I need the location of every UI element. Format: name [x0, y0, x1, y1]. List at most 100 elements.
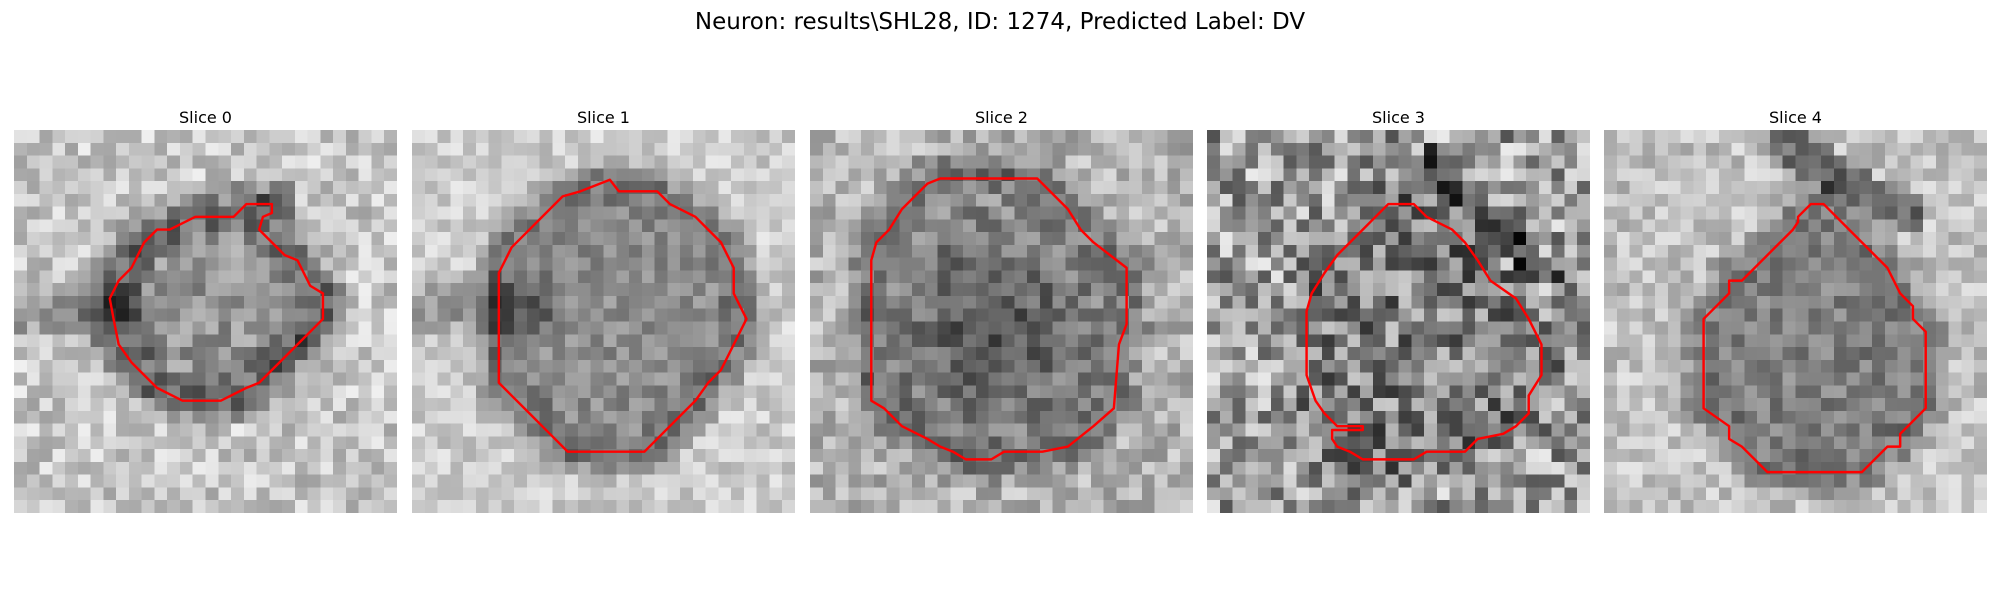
image-pixel [116, 295, 130, 309]
image-pixel [1449, 130, 1463, 144]
image-pixel [1309, 359, 1323, 373]
image-pixel [873, 410, 887, 424]
image-pixel [52, 181, 66, 195]
image-pixel [1154, 372, 1168, 386]
image-pixel [128, 270, 142, 284]
image-pixel [1961, 181, 1975, 195]
image-pixel [1513, 181, 1527, 195]
image-pixel [1462, 142, 1476, 156]
image-pixel [1859, 257, 1873, 271]
image-pixel [899, 283, 913, 297]
image-pixel [514, 500, 528, 513]
image-pixel [65, 347, 79, 361]
image-pixel [1090, 487, 1104, 501]
image-pixel [1347, 308, 1361, 322]
image-pixel [205, 461, 219, 475]
image-pixel [1154, 385, 1168, 399]
image-pixel [705, 244, 719, 258]
image-pixel [975, 347, 989, 361]
image-pixel [1270, 206, 1284, 220]
image-pixel [937, 321, 951, 335]
image-pixel [1398, 232, 1412, 246]
image-pixel [1411, 334, 1425, 348]
image-pixel [1935, 385, 1949, 399]
image-pixel [1078, 193, 1092, 207]
image-pixel [1604, 130, 1618, 144]
image-pixel [1769, 270, 1783, 284]
image-pixel [1935, 474, 1949, 488]
image-pixel [1347, 461, 1361, 475]
image-pixel [731, 500, 745, 513]
image-pixel [1258, 385, 1272, 399]
image-pixel [26, 206, 40, 220]
image-pixel [1167, 270, 1181, 284]
image-pixel [1795, 359, 1809, 373]
image-pixel [1334, 474, 1348, 488]
image-pixel [1360, 244, 1374, 258]
image-pixel [1872, 168, 1886, 182]
image-pixel [256, 181, 270, 195]
image-pixel [1693, 283, 1707, 297]
image-pixel [1974, 449, 1987, 463]
image-pixel [1884, 244, 1898, 258]
image-pixel [1385, 308, 1399, 322]
image-pixel [1974, 232, 1987, 246]
image-pixel [116, 436, 130, 450]
image-pixel [526, 244, 540, 258]
image-pixel [282, 270, 296, 284]
image-pixel [1642, 257, 1656, 271]
image-pixel [1039, 232, 1053, 246]
image-pixel [358, 474, 372, 488]
image-pixel [886, 500, 900, 513]
image-pixel [1642, 206, 1656, 220]
image-pixel [1116, 232, 1130, 246]
image-pixel [1642, 449, 1656, 463]
image-pixel [1014, 295, 1028, 309]
image-pixel [450, 461, 464, 475]
image-pixel [231, 410, 245, 424]
image-pixel [975, 232, 989, 246]
image-pixel [539, 347, 553, 361]
image-pixel [358, 181, 372, 195]
image-pixel [565, 487, 579, 501]
image-pixel [1718, 193, 1732, 207]
image-pixel [769, 193, 783, 207]
image-pixel [988, 334, 1002, 348]
image-pixel [1910, 334, 1924, 348]
image-pixel [424, 308, 438, 322]
image-pixel [1283, 308, 1297, 322]
image-pixel [1462, 308, 1476, 322]
image-pixel [1604, 436, 1618, 450]
image-pixel [116, 423, 130, 437]
image-pixel [1821, 398, 1835, 412]
image-pixel [1141, 219, 1155, 233]
image-pixel [103, 193, 117, 207]
image-pixel [756, 181, 770, 195]
image-pixel [501, 487, 515, 501]
image-pixel [307, 474, 321, 488]
image-pixel [1232, 436, 1246, 450]
image-pixel [1129, 372, 1143, 386]
image-pixel [950, 283, 964, 297]
image-pixel [899, 449, 913, 463]
image-pixel [1078, 142, 1092, 156]
image-pixel [39, 474, 53, 488]
image-pixel [692, 232, 706, 246]
image-pixel [950, 423, 964, 437]
image-pixel [1154, 219, 1168, 233]
image-pixel [1141, 449, 1155, 463]
image-pixel [1449, 270, 1463, 284]
image-pixel [1129, 461, 1143, 475]
image-pixel [1564, 487, 1578, 501]
image-pixel [1667, 334, 1681, 348]
image-pixel [1052, 359, 1066, 373]
image-pixel [1078, 359, 1092, 373]
image-pixel [501, 474, 515, 488]
image-pixel [282, 142, 296, 156]
image-pixel [65, 181, 79, 195]
image-pixel [975, 295, 989, 309]
image-pixel [705, 295, 719, 309]
image-pixel [1436, 270, 1450, 284]
image-pixel [731, 308, 745, 322]
image-pixel [1232, 500, 1246, 513]
